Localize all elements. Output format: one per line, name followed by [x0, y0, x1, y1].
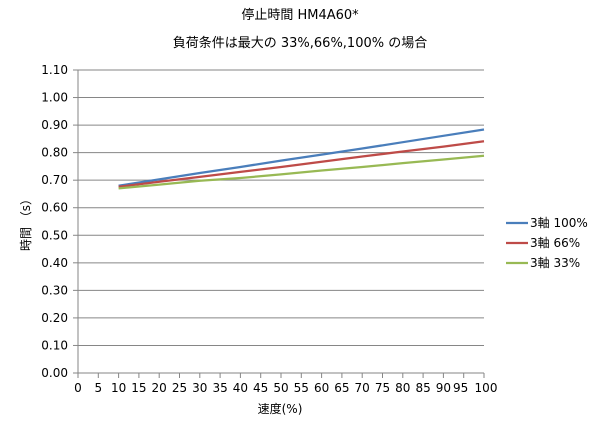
x-tick-label: 65	[334, 381, 349, 395]
x-tick-label: 15	[131, 381, 146, 395]
legend-label: 3軸 100%	[530, 216, 588, 230]
series-line-3	[118, 154, 485, 190]
y-tick-label: 0.20	[41, 311, 68, 325]
x-tick-label: 20	[152, 381, 167, 395]
x-tick-label: 95	[453, 381, 468, 395]
y-axis-title: 時間 （s）	[19, 193, 33, 251]
x-tick-label: 5	[94, 381, 102, 395]
y-tick-label: 0.50	[41, 228, 68, 242]
x-tick-label: 85	[415, 381, 430, 395]
y-tick-label: 0.30	[41, 283, 68, 297]
x-tick-label: 25	[172, 381, 187, 395]
x-tick-label: 45	[253, 381, 268, 395]
x-tick-label: 70	[355, 381, 370, 395]
x-tick-label: 100	[475, 381, 498, 395]
x-tick-label: 50	[273, 381, 288, 395]
y-tick-label: 0.80	[41, 146, 68, 160]
y-tick-label: 0.60	[41, 201, 68, 215]
y-tick-label: 0.10	[41, 338, 68, 352]
x-tick-label: 40	[233, 381, 248, 395]
x-tick-label: 10	[111, 381, 126, 395]
legend-label: 3軸 66%	[530, 236, 580, 250]
axes	[73, 69, 485, 378]
chart-title: 停止時間 HM4A60*	[241, 8, 359, 23]
series-line-1	[118, 128, 485, 187]
gridlines	[78, 69, 484, 346]
x-tick-label: 30	[192, 381, 207, 395]
x-tick-label: 75	[375, 381, 390, 395]
y-tick-label: 0.90	[41, 118, 68, 132]
legend-label: 3軸 33%	[530, 256, 580, 270]
y-tick-label: 0.70	[41, 173, 68, 187]
x-tick-label: 55	[294, 381, 309, 395]
x-tick-label: 60	[314, 381, 329, 395]
y-tick-label: 1.00	[41, 91, 68, 105]
series-lines	[118, 128, 485, 190]
y-tick-label: 1.10	[41, 63, 68, 77]
y-tick-label: 0.00	[41, 366, 68, 380]
series-line-2	[118, 140, 485, 188]
tick-labels: 0.00 0.10 0.20 0.30 0.40 0.50 0.60 0.70 0.80 0.90…	[41, 63, 497, 395]
x-tick-label: 80	[395, 381, 410, 395]
chart-subtitle: 負荷条件は最大の 33%,66%,100% の場合	[172, 36, 428, 51]
x-tick-label: 90	[436, 381, 451, 395]
x-axis-title: 速度(%)	[258, 401, 303, 416]
x-tick-label: 0	[74, 381, 82, 395]
y-tick-label: 0.40	[41, 256, 68, 270]
legend: 3軸 100% 3軸 66% 3軸 33%	[506, 216, 588, 270]
x-tick-label: 35	[212, 381, 227, 395]
